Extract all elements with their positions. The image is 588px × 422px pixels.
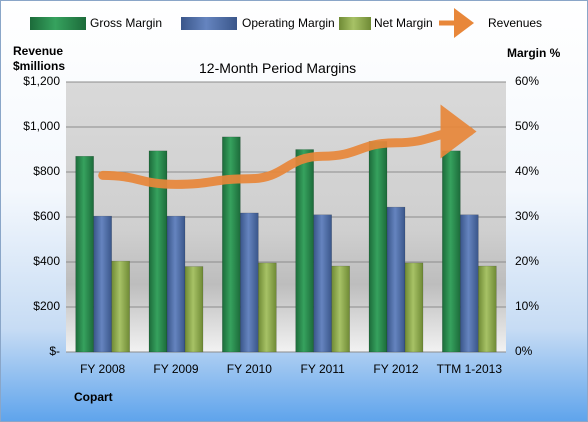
operating-margin-bar <box>240 212 259 353</box>
operating-margin-bar <box>386 206 406 353</box>
bar-series <box>75 136 497 353</box>
legend-swatch-gross-margin <box>30 17 86 30</box>
net-margin-bar <box>111 260 130 353</box>
x-axis-tick-label: FY 2011 <box>300 362 345 376</box>
legend-label-operating-margin: Operating Margin <box>242 16 335 30</box>
legend <box>30 8 474 38</box>
left-axis-title-line2: $millions <box>13 59 66 73</box>
legend-swatch-operating-margin <box>181 17 237 30</box>
operating-margin-bar <box>166 215 186 353</box>
chart-title: 12-Month Period Margins <box>199 60 357 76</box>
right-axis-tick-label: 30% <box>515 209 540 223</box>
net-margin-bar <box>258 262 277 353</box>
revenue-line-series <box>98 104 477 189</box>
operating-margin-bar <box>93 215 112 353</box>
right-axis-tick-label: 10% <box>515 299 540 313</box>
left-axis-tick-label: $800 <box>33 164 60 178</box>
left-axis-title-line1: Revenue <box>13 44 64 58</box>
legend-swatch-net-margin <box>339 17 371 30</box>
gross-margin-bar <box>442 150 461 353</box>
gross-margin-bar <box>295 149 314 353</box>
right-axis-tick-label: 50% <box>515 119 540 133</box>
net-margin-bar <box>404 262 424 353</box>
x-axis-tick-label: FY 2010 <box>226 362 272 376</box>
left-axis-title: Revenue $millions <box>13 44 65 74</box>
operating-margin-bar <box>313 214 332 353</box>
legend-label-gross-margin: Gross Margin <box>90 16 163 30</box>
legend-label-revenues: Revenues <box>488 16 543 30</box>
x-axis-tick-label: FY 2012 <box>373 362 419 376</box>
right-axis-tick-label: 60% <box>515 74 540 88</box>
x-axis-tick-label: FY 2008 <box>80 362 126 376</box>
gross-margin-bar <box>75 156 94 353</box>
net-margin-bar <box>478 265 497 353</box>
right-axis-tick-label: 20% <box>515 254 540 268</box>
gross-margin-bar <box>222 136 241 353</box>
left-axis-tick-label: $200 <box>33 299 60 313</box>
right-axis-tick-label: 40% <box>515 164 540 178</box>
x-axis-tick-label: FY 2009 <box>153 362 199 376</box>
revenue-line <box>98 104 477 189</box>
net-margin-bar <box>331 265 350 353</box>
right-axis-tick-label: 0% <box>515 344 533 358</box>
legend-label-net-margin: Net Margin <box>374 16 433 30</box>
left-axis-tick-label: $- <box>49 344 60 358</box>
operating-margin-bar <box>460 214 479 353</box>
left-axis-tick-label: $400 <box>33 254 60 268</box>
left-axis-tick-label: $600 <box>33 209 60 223</box>
left-axis-tick-label: $1,000 <box>23 119 60 133</box>
gridlines <box>66 81 506 353</box>
x-axis-tick-label: TTM 1-2013 <box>436 362 502 376</box>
right-axis-title: Margin % <box>507 46 561 60</box>
left-axis-tick-label: $1,200 <box>23 74 60 88</box>
net-margin-bar <box>184 266 204 353</box>
gross-margin-bar <box>368 141 388 353</box>
company-label: Copart <box>74 390 113 404</box>
